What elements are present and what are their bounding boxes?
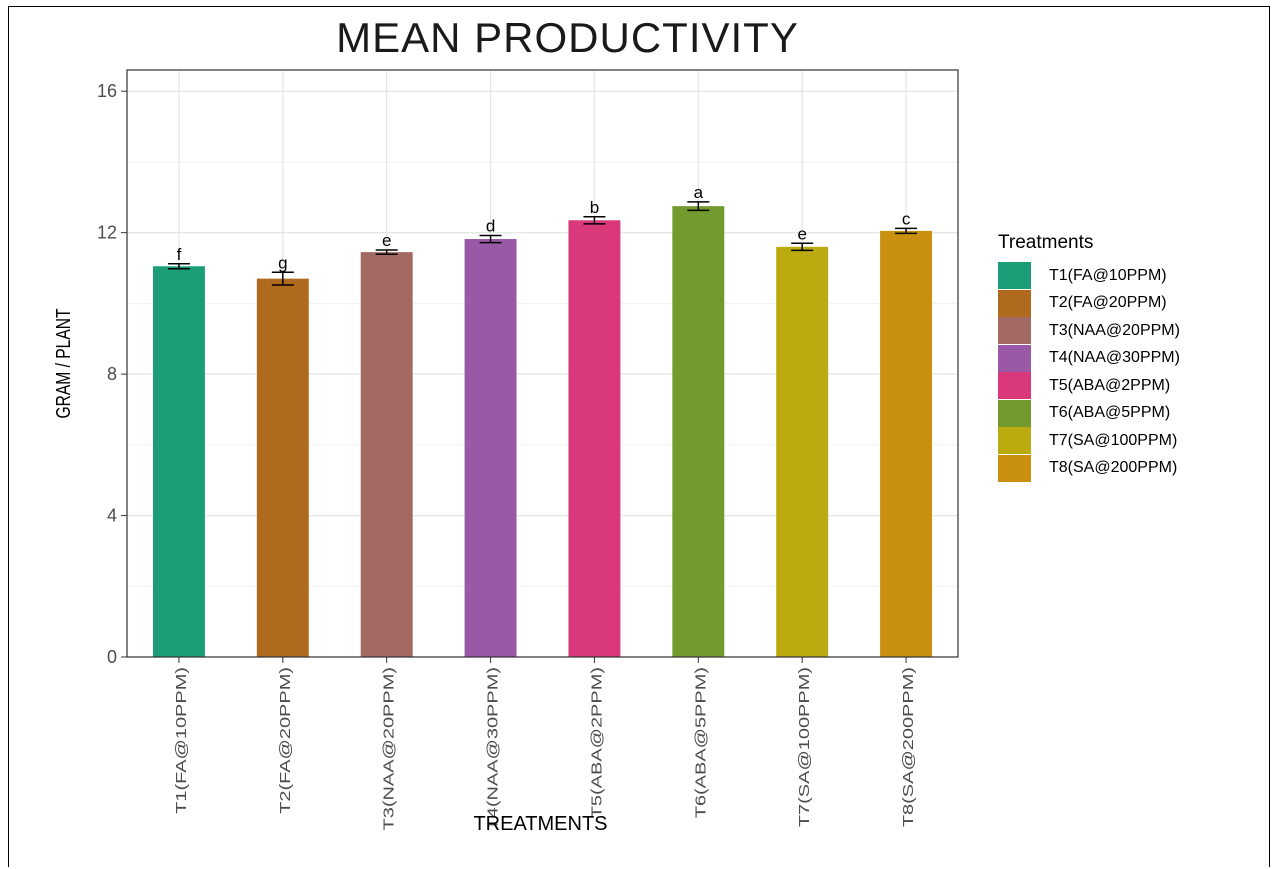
x-tick-label: T6(ABA@5PPM) bbox=[692, 667, 709, 818]
legend-item: T6(ABA@5PPM) bbox=[998, 399, 1180, 428]
significance-letter: e bbox=[382, 231, 391, 250]
x-tick-label-group: T8(SA@200PPM) bbox=[900, 667, 917, 827]
legend-swatch bbox=[998, 372, 1031, 400]
axes: 0 4 8 12 16 T1(FA@10PPM) T2(FA@20PPM) T3(NAA@20… bbox=[97, 69, 959, 830]
y-axis-label: GRAM / PLANT bbox=[52, 308, 74, 418]
x-tick-label: T7(SA@100PPM) bbox=[796, 667, 813, 827]
significance-letter: f bbox=[177, 245, 182, 264]
bar bbox=[672, 206, 725, 657]
significance-letter: b bbox=[590, 198, 599, 217]
x-tick-label: T2(FA@20PPM) bbox=[277, 667, 294, 814]
x-tick-label-group: T6(ABA@5PPM) bbox=[692, 667, 709, 818]
legend-swatch bbox=[998, 427, 1031, 455]
legend-swatch bbox=[998, 317, 1031, 345]
bar bbox=[152, 266, 205, 657]
x-tick-label-group: T2(FA@20PPM) bbox=[277, 667, 294, 814]
significance-letter: a bbox=[694, 183, 704, 202]
significance-letter: d bbox=[486, 216, 495, 235]
legend-swatch bbox=[998, 454, 1031, 482]
grid-lines bbox=[127, 70, 958, 658]
legend-item: T8(SA@200PPM) bbox=[998, 454, 1180, 483]
legend-label: T2(FA@20PPM) bbox=[1049, 294, 1167, 312]
bar bbox=[256, 278, 309, 657]
legend-label: T6(ABA@5PPM) bbox=[1049, 404, 1171, 422]
legend-swatch bbox=[998, 262, 1031, 290]
bar bbox=[360, 252, 413, 657]
legend-item: T3(NAA@20PPM) bbox=[998, 317, 1180, 345]
legend-item: T5(ABA@2PPM) bbox=[998, 372, 1180, 400]
significance-letter: g bbox=[278, 253, 287, 272]
error-bars bbox=[167, 201, 918, 286]
legend-swatch bbox=[998, 399, 1031, 427]
significance-letters: f g e d b a e c bbox=[177, 183, 911, 272]
significance-letter: c bbox=[902, 209, 911, 228]
x-tick-label: T5(ABA@2PPM) bbox=[588, 667, 605, 818]
legend-swatch bbox=[998, 289, 1031, 317]
legend-label: T1(FA@10PPM) bbox=[1049, 266, 1167, 284]
bar bbox=[464, 239, 517, 657]
legend-item: T2(FA@20PPM) bbox=[998, 289, 1180, 318]
legend-item: T7(SA@100PPM) bbox=[998, 427, 1180, 455]
bar bbox=[568, 220, 621, 658]
significance-letter: e bbox=[797, 224, 806, 243]
y-tick-label: 16 bbox=[97, 81, 117, 101]
figure-frame bbox=[8, 6, 1270, 867]
x-tick-label-group: T4(NAA@30PPM) bbox=[484, 667, 501, 830]
x-tick-label-group: T3(NAA@20PPM) bbox=[380, 667, 397, 830]
legend-item: T4(NAA@30PPM) bbox=[998, 344, 1180, 373]
bars bbox=[152, 206, 933, 658]
bar bbox=[776, 246, 829, 657]
x-tick-label: T8(SA@200PPM) bbox=[900, 667, 917, 827]
bar bbox=[880, 230, 933, 657]
y-tick-label: 0 bbox=[107, 647, 117, 667]
legend-swatch bbox=[998, 344, 1031, 372]
x-tick-label: T3(NAA@20PPM) bbox=[380, 667, 397, 830]
x-tick-label: T4(NAA@30PPM) bbox=[484, 667, 501, 830]
legend: Treatments T1(FA@10PPM) T2(FA@20PPM) T3(NA… bbox=[998, 232, 1180, 482]
legend-title: Treatments bbox=[998, 232, 1094, 253]
legend-label: T3(NAA@20PPM) bbox=[1049, 321, 1180, 339]
panel-border bbox=[126, 69, 959, 658]
chart-title: MEAN PRODUCTIVITY bbox=[336, 14, 799, 61]
x-tick-label: T1(FA@10PPM) bbox=[173, 667, 190, 814]
y-tick-label: 8 bbox=[107, 364, 117, 384]
x-tick-label-group: T1(FA@10PPM) bbox=[173, 667, 190, 814]
legend-item: T1(FA@10PPM) bbox=[998, 262, 1180, 290]
x-tick-label-group: T5(ABA@2PPM) bbox=[588, 667, 605, 818]
legend-items: T1(FA@10PPM) T2(FA@20PPM) T3(NAA@20PPM) T4(… bbox=[998, 262, 1180, 482]
y-tick-label: 4 bbox=[107, 506, 117, 526]
legend-label: T7(SA@100PPM) bbox=[1049, 431, 1178, 449]
legend-label: T5(ABA@2PPM) bbox=[1049, 376, 1171, 394]
x-tick-label-group: T7(SA@100PPM) bbox=[796, 667, 813, 827]
legend-label: T8(SA@200PPM) bbox=[1049, 459, 1178, 477]
legend-label: T4(NAA@30PPM) bbox=[1049, 349, 1180, 367]
y-tick-label: 12 bbox=[97, 223, 117, 243]
x-axis-label: TREATMENTS bbox=[473, 813, 607, 835]
